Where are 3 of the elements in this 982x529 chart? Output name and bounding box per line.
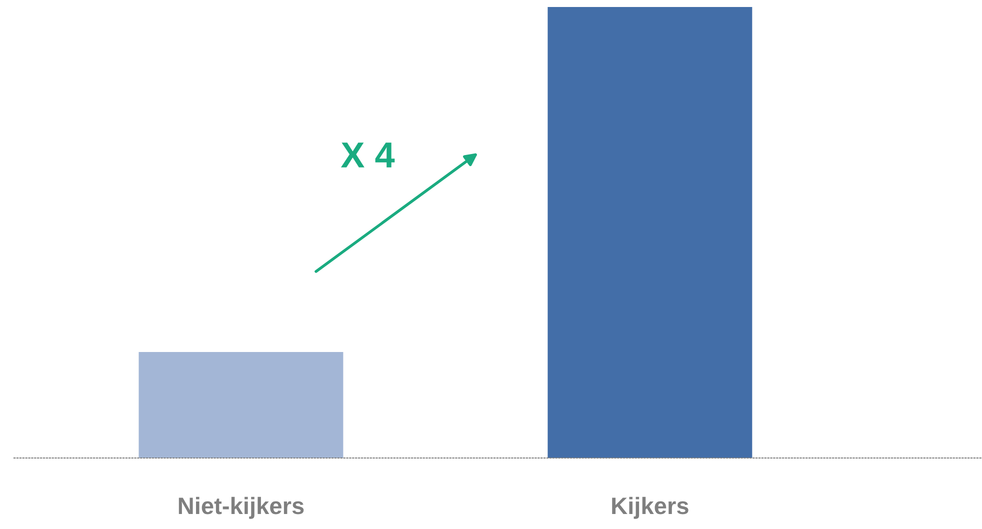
x-tick-label: Niet-kijkers xyxy=(178,496,304,519)
x-tick-label: Kijkers xyxy=(612,496,688,519)
annotation: X 4 xyxy=(340,142,395,168)
